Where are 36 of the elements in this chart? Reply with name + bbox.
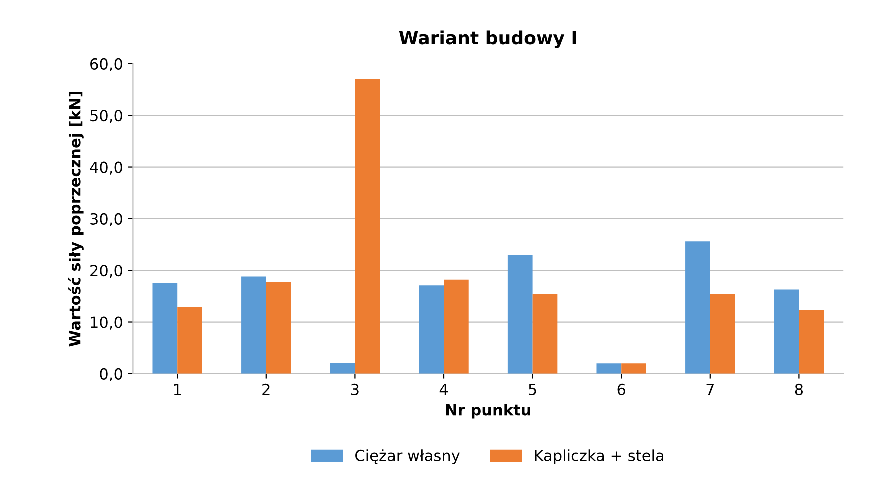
bar — [622, 364, 646, 374]
bar — [355, 79, 380, 374]
y-tick-label: 40,0 — [90, 162, 122, 175]
x-tick-label: 5 — [529, 384, 536, 396]
x-tick-label: 8 — [795, 384, 804, 396]
bar — [266, 282, 292, 374]
bar — [774, 290, 800, 374]
x-tick-label: 4 — [440, 384, 448, 396]
bar — [178, 307, 202, 374]
y-axis-title: Wartość siły poprzecznej [kN] — [68, 92, 84, 347]
chart-title: Wariant budowy I — [399, 30, 576, 48]
legend-label: Ciężar własny — [356, 450, 460, 464]
x-tick-label: 6 — [618, 384, 626, 396]
y-tick-label: 0,0 — [100, 368, 122, 382]
bar — [242, 276, 266, 374]
y-tick-label: 30,0 — [90, 213, 122, 227]
bar — [710, 294, 736, 374]
bar — [799, 310, 824, 374]
x-tick-label: 7 — [706, 384, 714, 396]
legend-label: Kapliczka + stela — [535, 450, 664, 464]
y-tick-label: 50,0 — [90, 110, 122, 124]
bar — [419, 286, 444, 374]
x-tick-label: 1 — [174, 384, 182, 396]
bar — [444, 280, 469, 374]
y-tick-label: 20,0 — [90, 265, 122, 278]
x-tick-label: 2 — [262, 384, 270, 396]
bar — [686, 242, 710, 374]
bar — [532, 294, 558, 374]
bar — [508, 255, 533, 374]
x-axis-title: Nr punktu — [446, 404, 530, 419]
bar — [152, 284, 178, 374]
bar — [330, 363, 356, 374]
x-tick-label: 3 — [352, 384, 359, 396]
bar — [596, 364, 622, 374]
y-tick-label: 10,0 — [91, 316, 122, 330]
y-tick-label: 60,0 — [90, 58, 122, 72]
